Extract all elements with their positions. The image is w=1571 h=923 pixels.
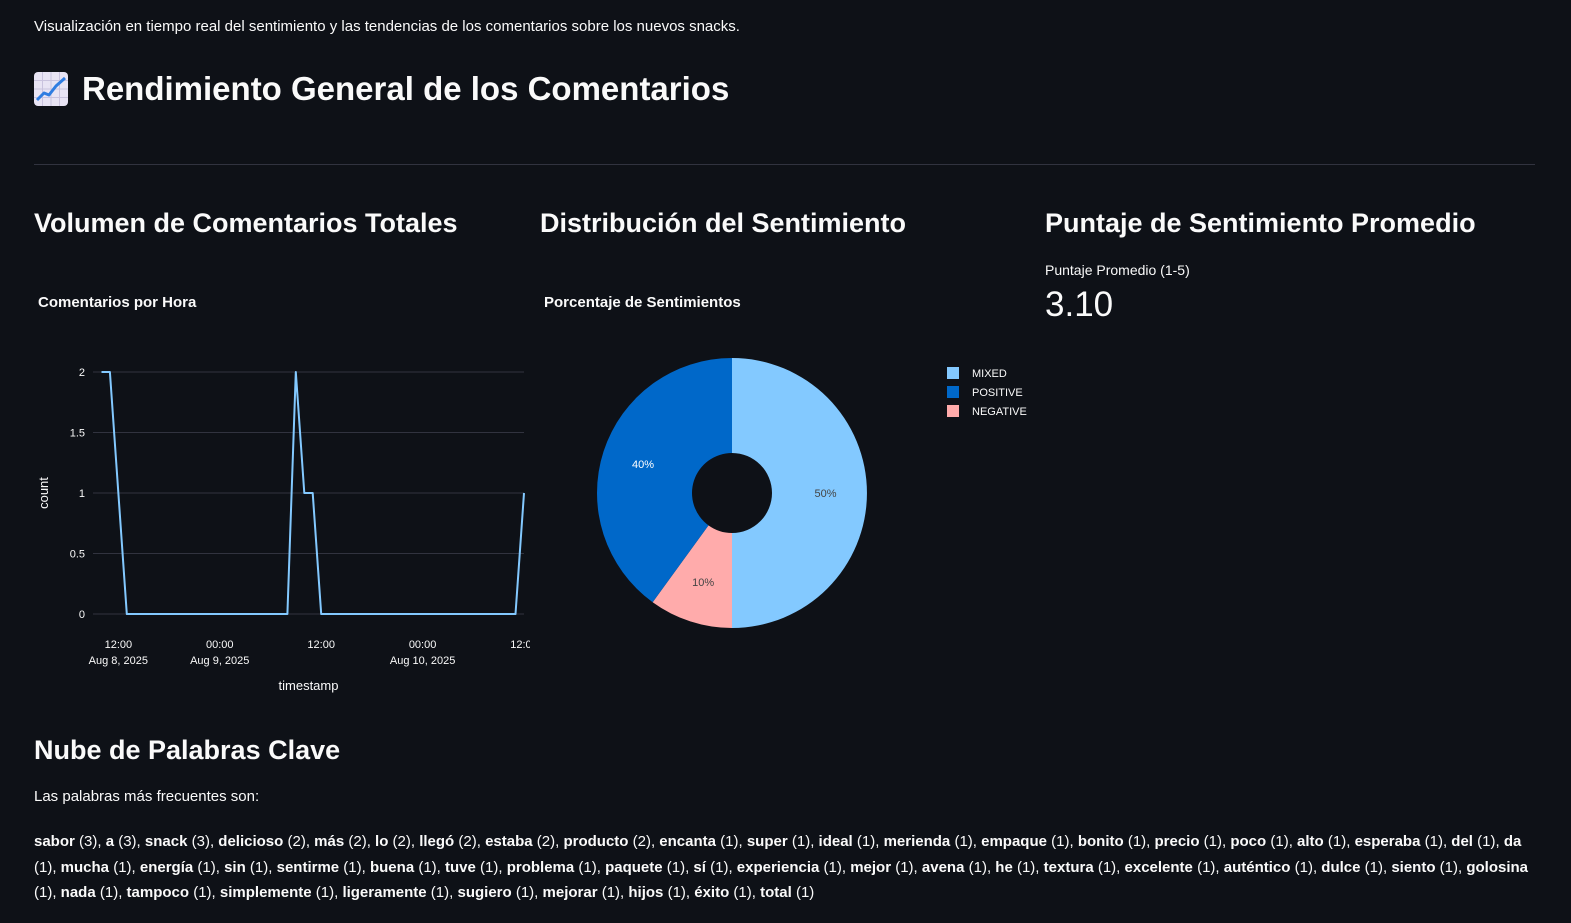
pie-slice-label: 40% (632, 459, 654, 471)
y-tick-label: 1 (79, 488, 85, 500)
distribution-heading: Distribución del Sentimiento (540, 208, 907, 238)
keyword-item: éxito (1), (694, 884, 761, 901)
keyword-item: excelente (1), (1124, 858, 1224, 876)
x-tick-label: 00:00 (409, 639, 437, 651)
legend-swatch-positive (947, 386, 959, 398)
x-tick-label: 12:00 (510, 639, 530, 651)
keyword-item: problema (1), (506, 858, 606, 876)
y-tick-label: 0 (79, 609, 85, 621)
legend-swatch-negative (947, 405, 959, 417)
keyword-item: nada (1), (60, 884, 127, 901)
keyword-item: experiencia (1), (736, 858, 851, 876)
keyword-item: total (1) (760, 884, 815, 901)
x-tick-date-label: Aug 8, 2025 (89, 655, 148, 667)
line-chart[interactable]: 0 0.5 1 1.5 2 12:00 Aug 8, 2025 00:00 Aug 9, 202… (30, 340, 530, 710)
keyword-item: del (1), (1451, 833, 1504, 850)
y-tick-label: 2 (79, 367, 85, 379)
volume-heading: Volumen de Comentarios Totales (34, 208, 458, 238)
keyword-item: mejorar (1), (542, 884, 629, 901)
legend-swatch-mixed (947, 367, 959, 379)
keyword-item: poco (1), (1230, 833, 1298, 850)
y-axis-label: count (36, 477, 51, 509)
keyword-item: golosina (1), (34, 858, 1529, 902)
keyword-item: mucha (1), (60, 858, 140, 876)
average-heading: Puntaje de Sentimiento Promedio (1045, 208, 1476, 238)
keyword-item: lo (2), (375, 833, 420, 850)
x-tick-date-label: Aug 10, 2025 (390, 655, 455, 667)
keyword-item: mejor (1), (850, 858, 922, 876)
keyword-item: ideal (1), (818, 833, 884, 850)
pie-slice-mixed (732, 358, 867, 628)
keyword-item: da (1), (34, 833, 1522, 876)
keyword-item: sabor (3), (34, 833, 106, 850)
keyword-item: tampoco (1), (126, 884, 220, 901)
keyword-item: tuve (1), (445, 858, 507, 876)
pie-slice-negative (652, 525, 732, 628)
keyword-item: energía (1), (139, 858, 225, 876)
keyword-item: avena (1), (921, 858, 996, 876)
keywords-intro: Las palabras más frecuentes son: (34, 788, 260, 805)
chart-increasing-icon (34, 72, 68, 106)
legend-label-negative: NEGATIVE (972, 406, 1027, 418)
page-intro: Visualización en tiempo real del sentimi… (34, 18, 740, 35)
page-title-text: Rendimiento General de los Comentarios (82, 70, 730, 107)
keyword-item: he (1), (995, 858, 1044, 876)
keyword-item: empaque (1), (981, 833, 1078, 850)
keyword-item: sugiero (1), (457, 884, 543, 901)
keyword-item: producto (2), (563, 833, 660, 850)
keyword-item: delicioso (2), (218, 833, 315, 850)
keywords-heading: Nube de Palabras Clave (34, 735, 341, 765)
keyword-item: llegó (2), (419, 833, 486, 850)
x-tick-label: 00:00 (206, 639, 234, 651)
pie-slice-label: 50% (814, 488, 836, 500)
keyword-item: esperaba (1), (1354, 833, 1452, 850)
pie-chart-title: Porcentaje de Sentimientos (544, 294, 741, 311)
keyword-item: sin (1), (224, 858, 277, 876)
y-tick-label: 1.5 (70, 428, 85, 440)
line-chart-title: Comentarios por Hora (38, 294, 197, 311)
keyword-item: paquete (1), (605, 858, 694, 876)
keyword-item: auténtico (1), (1223, 858, 1322, 876)
keyword-item: hijos (1), (628, 884, 695, 901)
page-title: Rendimiento General de los Comentarios (34, 70, 729, 108)
keyword-item: textura (1), (1043, 858, 1125, 876)
keyword-item: sí (1), (693, 858, 737, 876)
x-axis-label: timestamp (279, 678, 339, 693)
keyword-item: estaba (2), (485, 833, 564, 850)
x-tick-date-label: Aug 9, 2025 (190, 655, 249, 667)
legend-label-positive: POSITIVE (972, 387, 1023, 399)
keyword-item: encanta (1), (659, 833, 747, 850)
keyword-item: buena (1), (369, 858, 446, 876)
pie-chart[interactable]: 50% 10% 40% MIXED POSITIVE NEGATIVE (590, 340, 1040, 640)
keyword-item: siento (1), (1391, 858, 1467, 876)
keyword-item: merienda (1), (883, 833, 982, 850)
x-tick-label: 12:00 (307, 639, 335, 651)
keyword-item: a (3), (105, 833, 145, 850)
pie-slice-positive (597, 358, 732, 603)
metric-label: Puntaje Promedio (1-5) (1045, 262, 1190, 278)
keyword-item: simplemente (1), (219, 884, 343, 901)
keyword-item: super (1), (746, 833, 819, 850)
keyword-item: snack (3), (144, 833, 219, 850)
keyword-item: precio (1), (1154, 833, 1231, 850)
keyword-item: más (2), (314, 833, 376, 850)
keywords-list: sabor (3), a (3), snack (3), delicioso (… (34, 829, 1544, 906)
divider (34, 164, 1535, 165)
keyword-item: alto (1), (1297, 833, 1355, 850)
keyword-item: bonito (1), (1077, 833, 1155, 850)
keyword-item: dulce (1), (1321, 858, 1392, 876)
series-line (101, 371, 525, 615)
x-tick-label: 12:00 (105, 639, 133, 651)
metric-value: 3.10 (1045, 285, 1114, 324)
y-tick-label: 0.5 (70, 549, 85, 561)
keyword-item: ligeramente (1), (342, 884, 458, 901)
legend-label-mixed: MIXED (972, 368, 1007, 380)
keyword-item: sentirme (1), (276, 858, 370, 876)
pie-slice-label: 10% (692, 577, 714, 589)
